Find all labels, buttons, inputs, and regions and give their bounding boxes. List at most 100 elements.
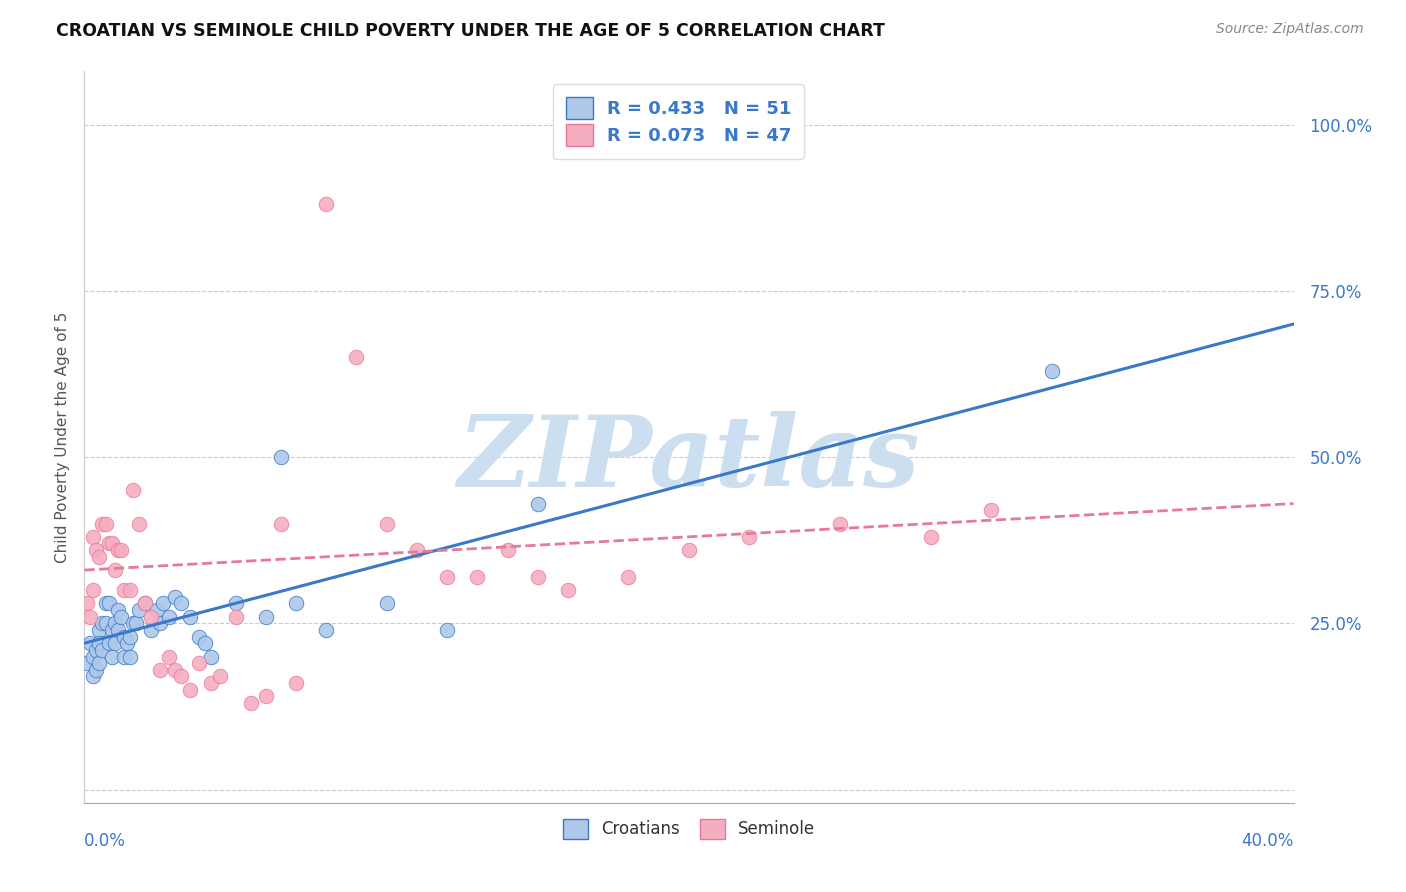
Point bbox=[100, 536, 122, 550]
Point bbox=[118, 630, 141, 644]
Text: 0.0%: 0.0% bbox=[84, 832, 127, 850]
Point bbox=[254, 690, 277, 704]
Y-axis label: Child Poverty Under the Age of 5: Child Poverty Under the Age of 5 bbox=[55, 311, 70, 563]
Point bbox=[118, 649, 141, 664]
Point bbox=[617, 570, 640, 584]
Point bbox=[678, 543, 700, 558]
Point bbox=[239, 696, 262, 710]
Point bbox=[285, 596, 308, 610]
Point bbox=[107, 603, 129, 617]
Point bbox=[254, 609, 277, 624]
Point bbox=[188, 630, 211, 644]
Point bbox=[406, 543, 429, 558]
Point bbox=[436, 570, 458, 584]
Point bbox=[112, 630, 135, 644]
Point bbox=[112, 582, 135, 597]
Point bbox=[128, 516, 150, 531]
Point bbox=[121, 483, 143, 498]
Legend: Croatians, Seminole: Croatians, Seminole bbox=[555, 812, 823, 846]
Point bbox=[91, 643, 114, 657]
Point bbox=[830, 516, 852, 531]
Point bbox=[209, 669, 232, 683]
Point bbox=[920, 530, 942, 544]
Point bbox=[121, 616, 143, 631]
Point bbox=[467, 570, 489, 584]
Point bbox=[76, 596, 98, 610]
Point bbox=[200, 649, 222, 664]
Point bbox=[194, 636, 217, 650]
Point bbox=[225, 596, 247, 610]
Point bbox=[86, 643, 108, 657]
Point bbox=[200, 676, 222, 690]
Point bbox=[149, 616, 172, 631]
Point bbox=[179, 682, 201, 697]
Point bbox=[104, 616, 127, 631]
Point bbox=[97, 536, 120, 550]
Point bbox=[89, 636, 111, 650]
Point bbox=[97, 596, 120, 610]
Point bbox=[91, 616, 114, 631]
Point bbox=[375, 596, 398, 610]
Point bbox=[100, 623, 122, 637]
Point bbox=[86, 543, 108, 558]
Point bbox=[179, 609, 201, 624]
Point bbox=[94, 516, 117, 531]
Point bbox=[134, 596, 156, 610]
Point bbox=[91, 516, 114, 531]
Point bbox=[82, 669, 104, 683]
Point bbox=[527, 570, 550, 584]
Point bbox=[89, 623, 111, 637]
Point bbox=[346, 351, 368, 365]
Point bbox=[89, 656, 111, 670]
Point bbox=[165, 590, 187, 604]
Point bbox=[157, 649, 180, 664]
Point bbox=[104, 563, 127, 577]
Point bbox=[125, 616, 148, 631]
Point bbox=[170, 596, 193, 610]
Point bbox=[115, 636, 138, 650]
Point bbox=[118, 582, 141, 597]
Point bbox=[89, 549, 111, 564]
Point bbox=[139, 623, 162, 637]
Point bbox=[1040, 363, 1063, 377]
Text: 40.0%: 40.0% bbox=[1241, 832, 1294, 850]
Point bbox=[82, 582, 104, 597]
Point bbox=[157, 609, 180, 624]
Point bbox=[110, 543, 132, 558]
Point bbox=[139, 609, 162, 624]
Point bbox=[980, 503, 1002, 517]
Point bbox=[107, 543, 129, 558]
Point bbox=[165, 663, 187, 677]
Point bbox=[188, 656, 211, 670]
Point bbox=[107, 623, 129, 637]
Text: CROATIAN VS SEMINOLE CHILD POVERTY UNDER THE AGE OF 5 CORRELATION CHART: CROATIAN VS SEMINOLE CHILD POVERTY UNDER… bbox=[56, 22, 886, 40]
Point bbox=[146, 603, 169, 617]
Point bbox=[315, 197, 337, 211]
Point bbox=[112, 649, 135, 664]
Text: Source: ZipAtlas.com: Source: ZipAtlas.com bbox=[1216, 22, 1364, 37]
Point bbox=[82, 530, 104, 544]
Point bbox=[225, 609, 247, 624]
Point bbox=[738, 530, 761, 544]
Point bbox=[97, 636, 120, 650]
Point bbox=[134, 596, 156, 610]
Point bbox=[496, 543, 519, 558]
Text: ZIPatlas: ZIPatlas bbox=[458, 411, 920, 508]
Point bbox=[128, 603, 150, 617]
Point bbox=[315, 623, 337, 637]
Point bbox=[94, 616, 117, 631]
Point bbox=[104, 636, 127, 650]
Point bbox=[76, 656, 98, 670]
Point bbox=[94, 596, 117, 610]
Point bbox=[170, 669, 193, 683]
Point bbox=[79, 609, 101, 624]
Point bbox=[285, 676, 308, 690]
Point bbox=[79, 636, 101, 650]
Point bbox=[270, 450, 292, 464]
Point bbox=[375, 516, 398, 531]
Point bbox=[557, 582, 579, 597]
Point bbox=[82, 649, 104, 664]
Point bbox=[86, 663, 108, 677]
Point bbox=[436, 623, 458, 637]
Point bbox=[110, 609, 132, 624]
